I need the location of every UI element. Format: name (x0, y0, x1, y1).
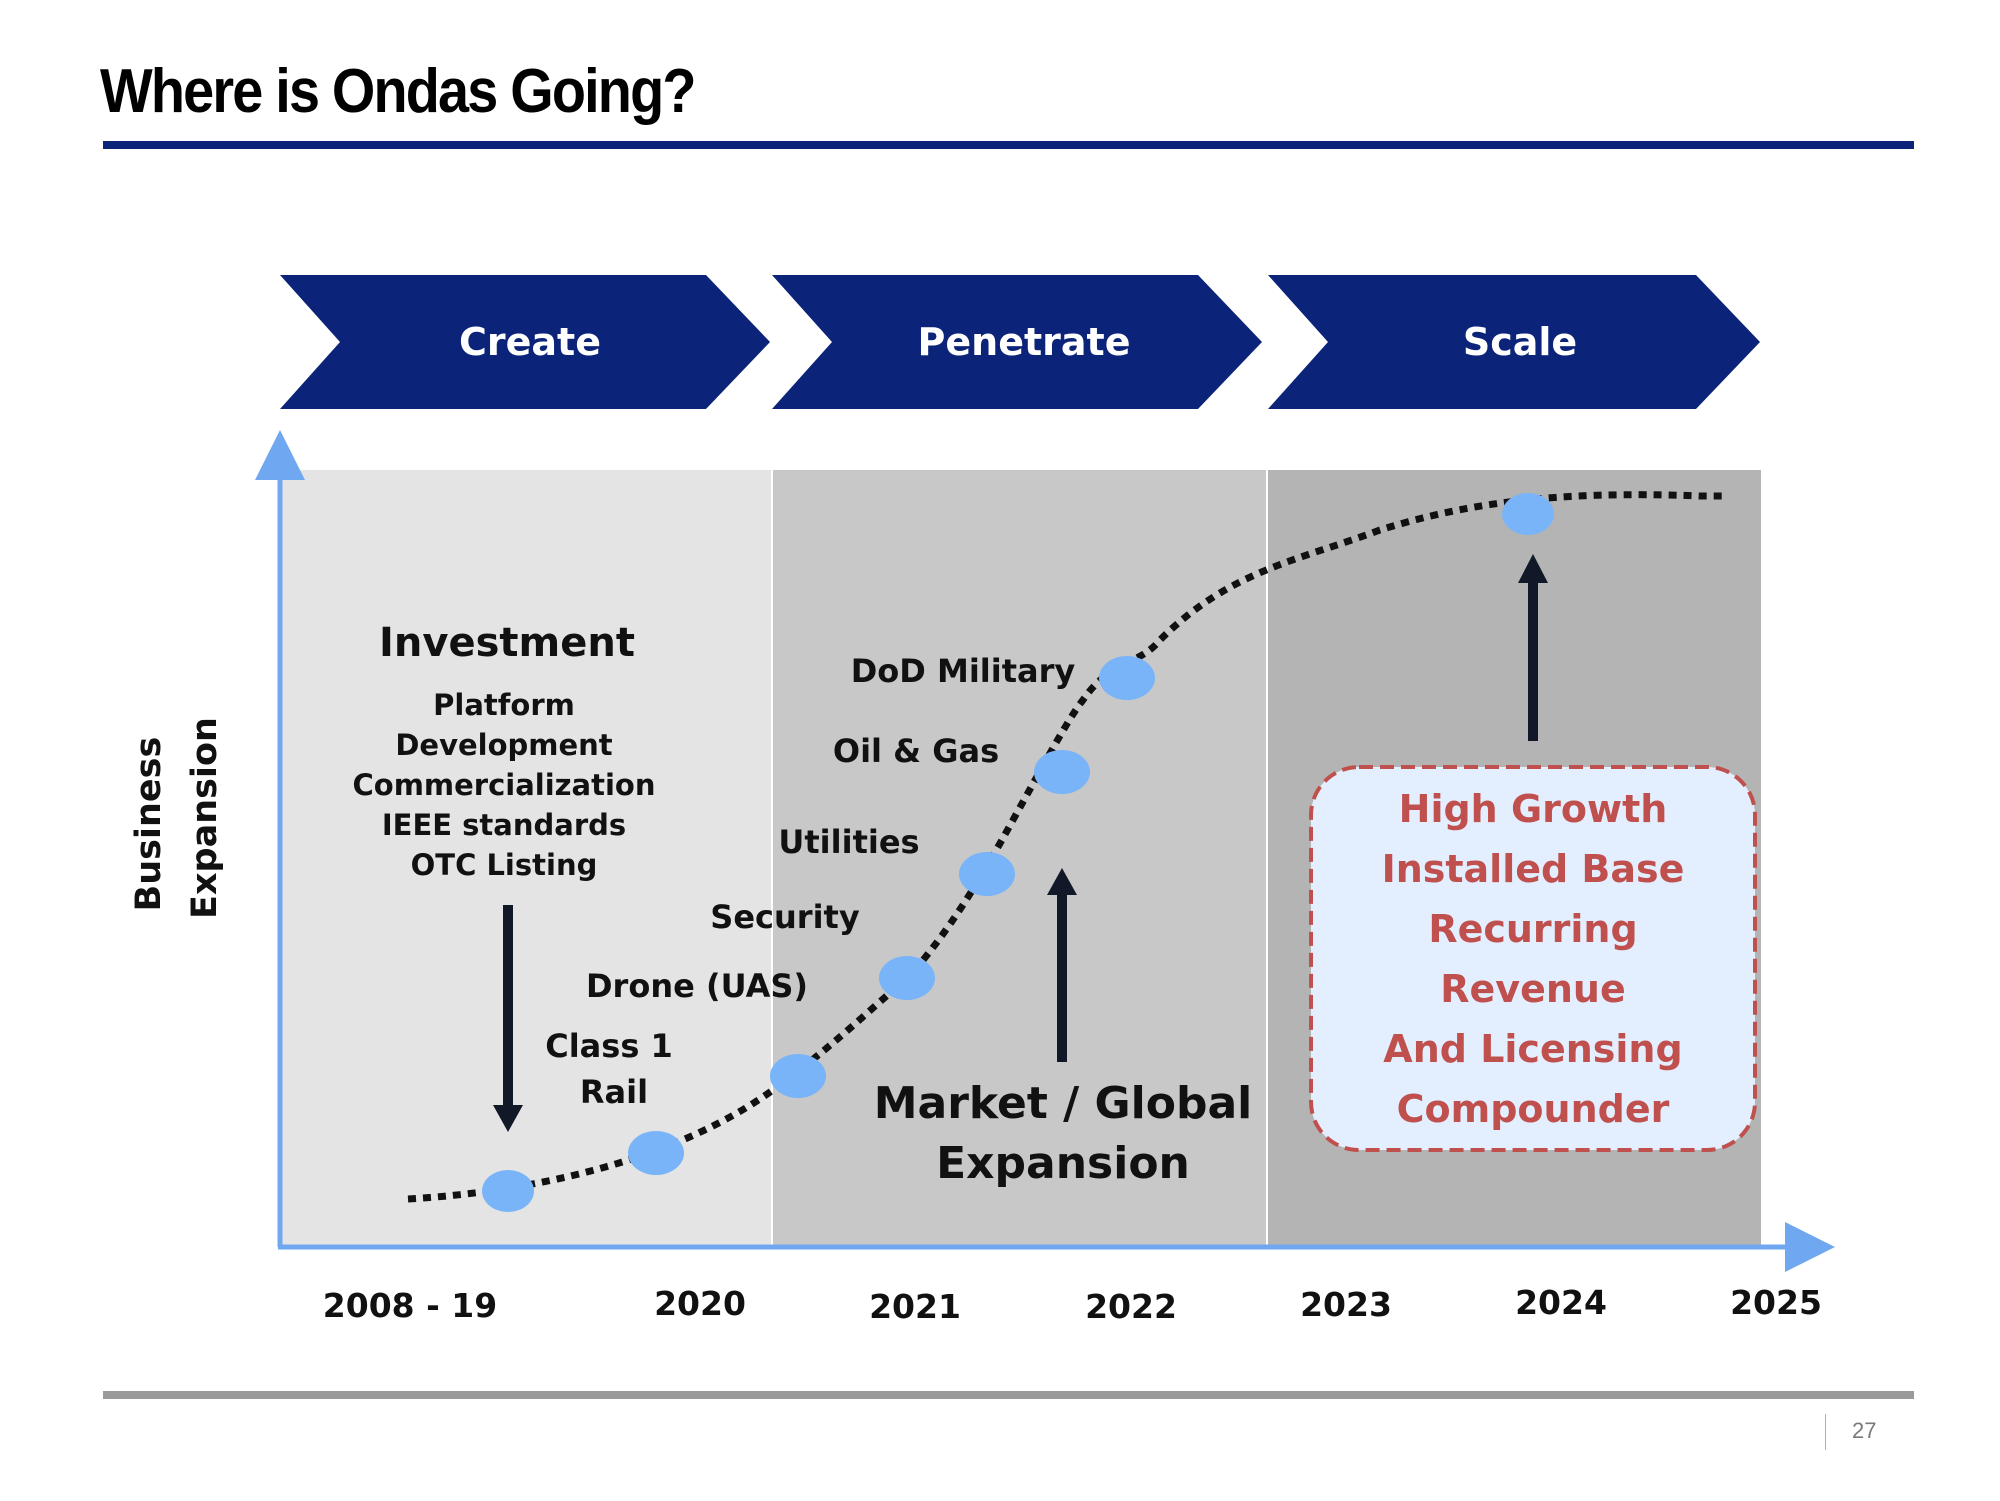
year-label: 2020 (654, 1284, 746, 1323)
phase-chevron-penetrate (772, 275, 1262, 409)
investment-item: Platform (433, 688, 575, 722)
phase-chevron-scale (1268, 275, 1760, 409)
milestone-label: Oil & Gas (833, 732, 999, 770)
investment-item: Development (395, 728, 612, 762)
title-rule (103, 141, 1914, 149)
y-axis-label: Business Expansion (129, 717, 225, 919)
page-title: Where is Ondas Going? (100, 57, 696, 126)
panel-create (282, 470, 772, 1245)
investment-heading: Investment (379, 620, 635, 666)
milestone-label: Utilities (778, 823, 919, 861)
phase-chevron-create (280, 275, 770, 409)
milestone-dot (482, 1170, 534, 1212)
phase-label-create: Create (459, 320, 601, 364)
phase-label-penetrate: Penetrate (918, 320, 1131, 364)
market-expansion-label: Expansion (936, 1138, 1190, 1189)
callout-line: Revenue (1440, 967, 1625, 1011)
milestone-dot (879, 956, 935, 1000)
milestone-label: DoD Military (851, 652, 1076, 690)
investment-item: Commercialization (352, 768, 655, 802)
milestone-dot (628, 1131, 684, 1175)
milestone-label: Drone (UAS) (586, 967, 808, 1005)
footer-rule (103, 1391, 1914, 1399)
year-label: 2021 (869, 1287, 961, 1326)
growth-s-curve (407, 491, 1725, 1203)
panel-penetrate (772, 470, 1267, 1245)
milestone-label: Rail (580, 1073, 648, 1111)
milestone-dot (770, 1054, 826, 1098)
milestone-label: Security (710, 898, 860, 936)
year-label: 2024 (1515, 1283, 1607, 1322)
milestone-dot (1099, 656, 1155, 700)
page-number: 27 (1852, 1418, 1877, 1443)
callout-line: Installed Base (1382, 847, 1685, 891)
phase-label-scale: Scale (1463, 320, 1577, 364)
y-axis-label-line-1: Business (129, 737, 169, 912)
milestone-dot (1502, 493, 1554, 535)
callout-line: Compounder (1397, 1087, 1670, 1131)
callout-line: Recurring (1428, 907, 1637, 951)
page-number-separator (1825, 1414, 1826, 1450)
year-label: 2023 (1300, 1285, 1392, 1324)
callout-line: And Licensing (1383, 1027, 1682, 1071)
market-arrow-head (1047, 868, 1077, 895)
scale-arrow-head (1518, 554, 1548, 583)
year-label: 2022 (1085, 1287, 1177, 1326)
market-expansion-label: Market / Global (874, 1078, 1253, 1129)
year-label: 2008 - 19 (323, 1286, 497, 1325)
milestone-dot (959, 852, 1015, 896)
y-axis-label-line-2: Expansion (185, 717, 225, 919)
investment-item: OTC Listing (411, 848, 598, 882)
milestone-label: Class 1 (545, 1027, 673, 1065)
investment-arrow-head (493, 1105, 523, 1132)
growth-callout-box (1309, 765, 1757, 1152)
milestone-dot (1034, 750, 1090, 794)
investment-item: IEEE standards (382, 808, 626, 842)
year-label: 2025 (1730, 1283, 1822, 1322)
callout-line: High Growth (1399, 787, 1668, 831)
